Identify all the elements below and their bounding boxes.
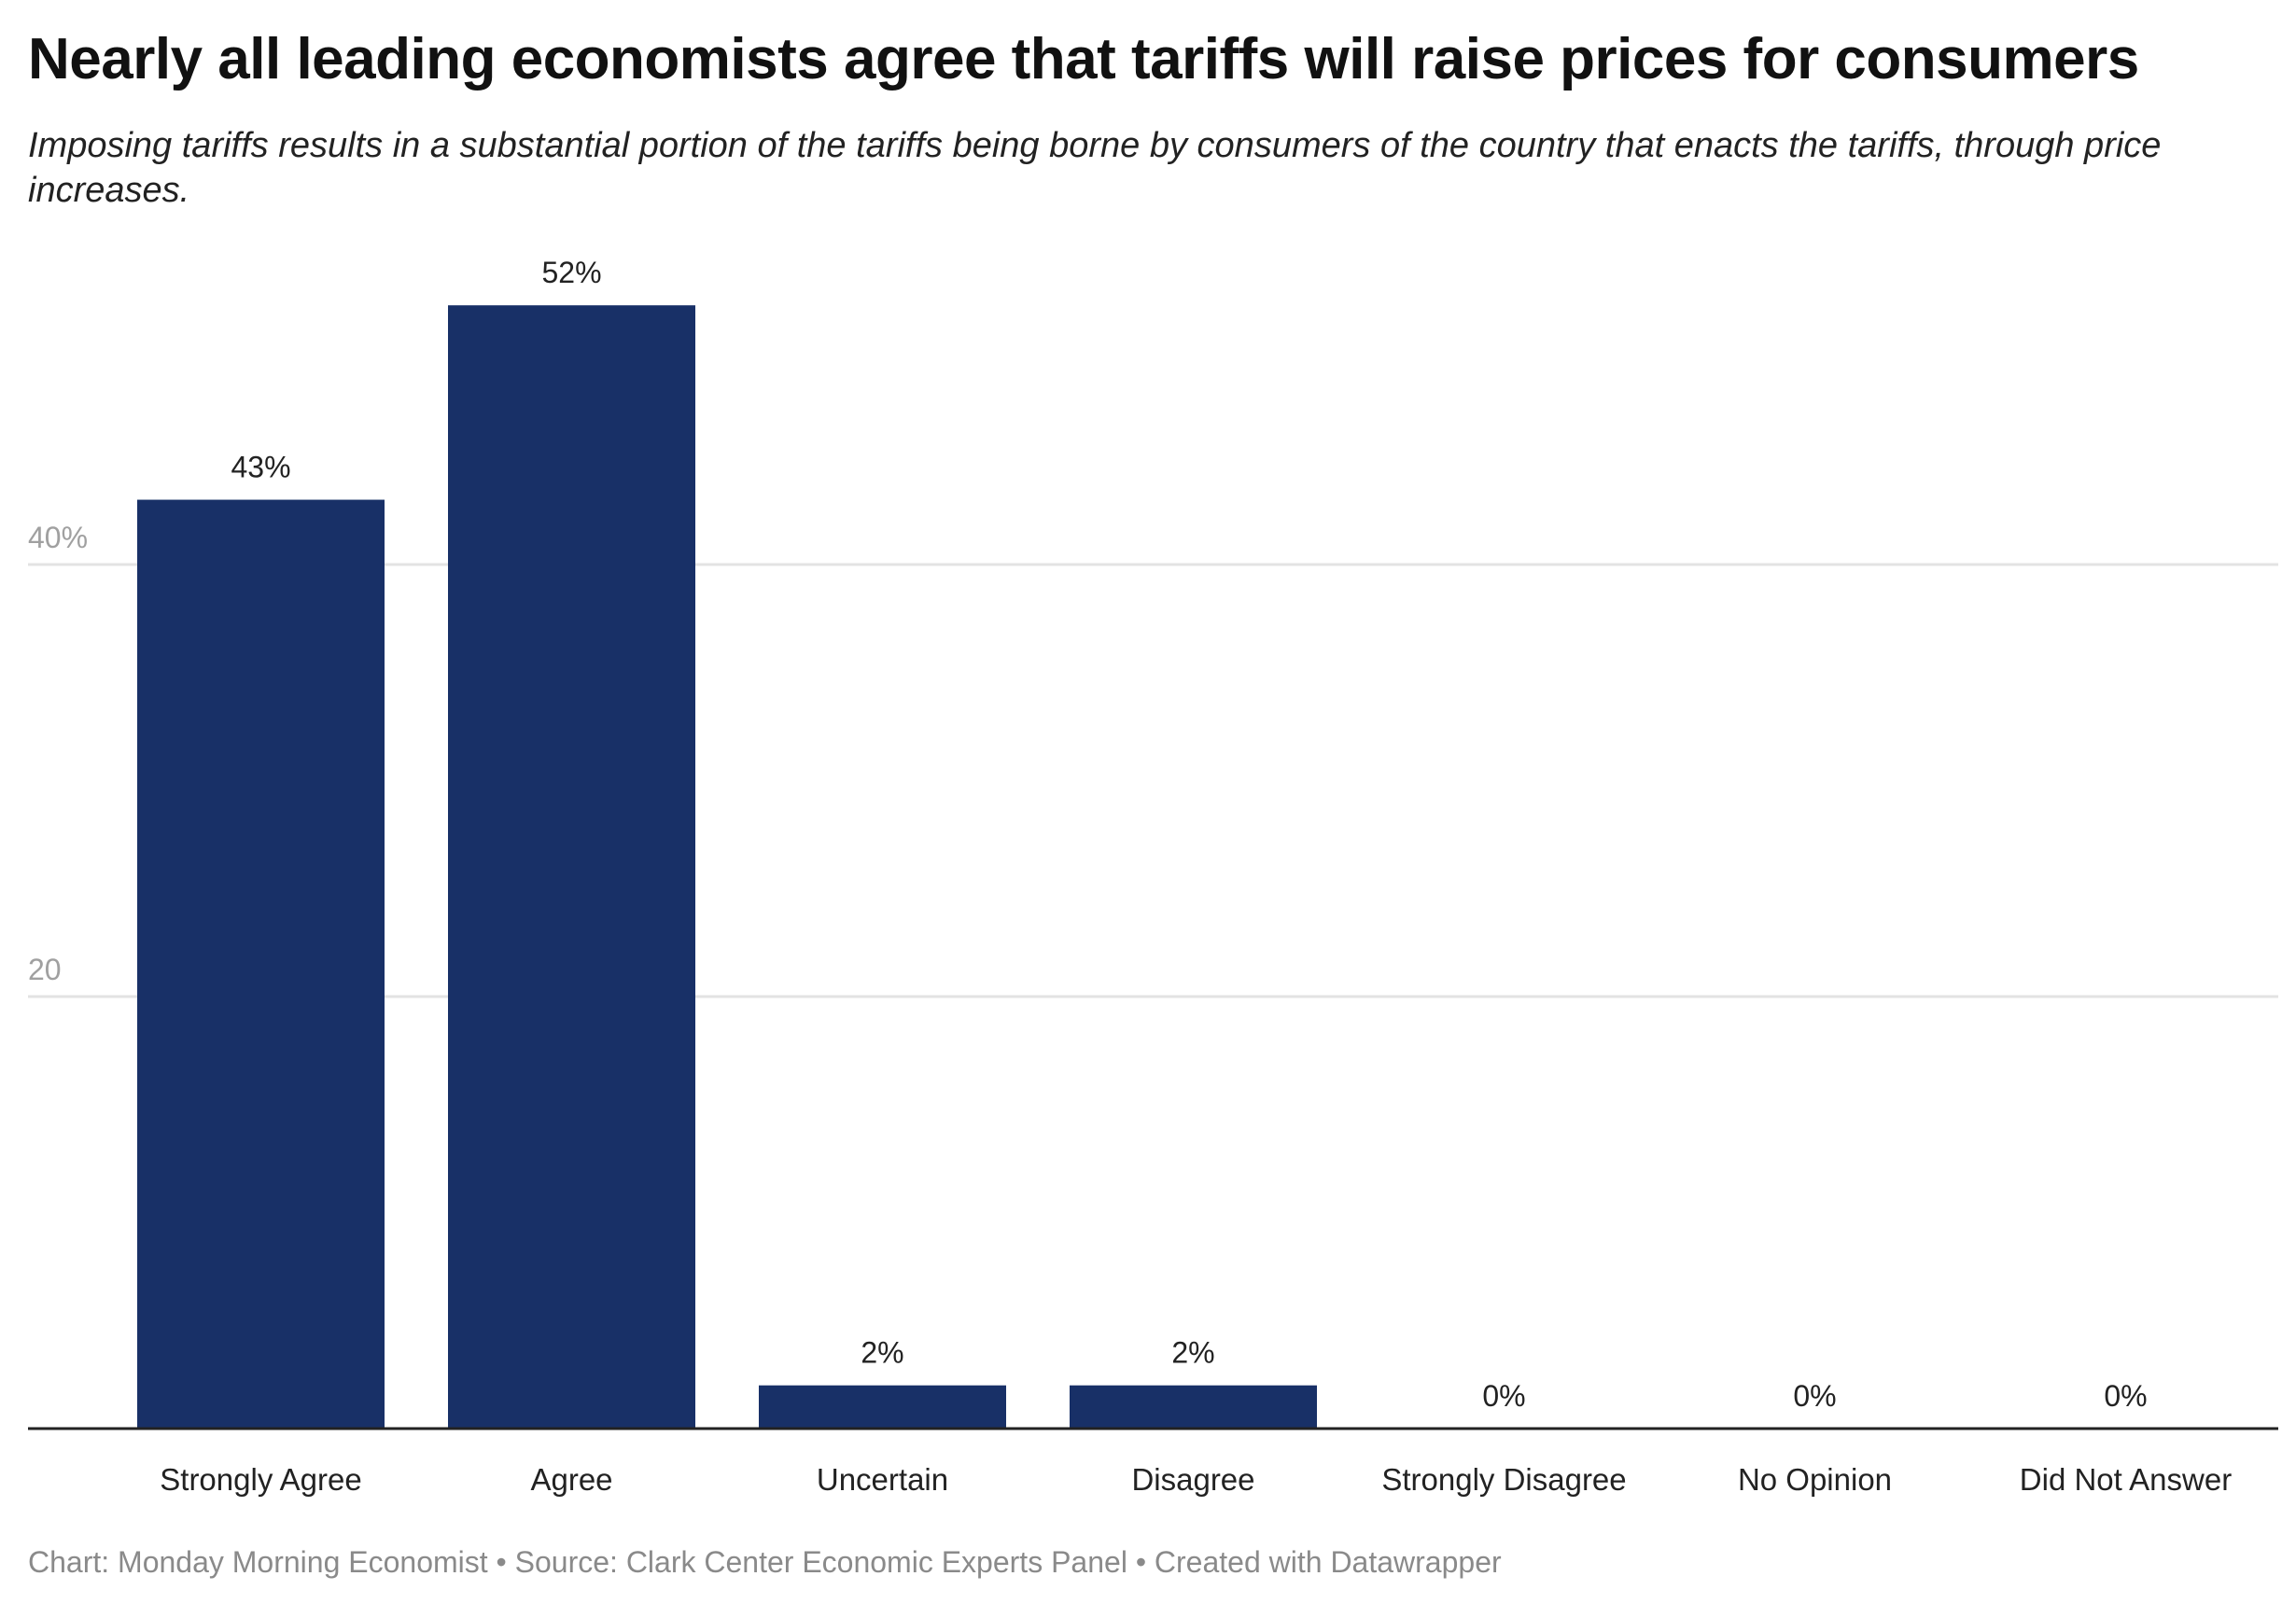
x-tick-label: Strongly Disagree — [1381, 1462, 1626, 1497]
x-tick-label: Strongly Agree — [160, 1462, 361, 1497]
chart-footer: Chart: Monday Morning Economist • Source… — [28, 1545, 1502, 1579]
bar — [759, 1385, 1006, 1429]
x-tick-label: Did Not Answer — [2020, 1462, 2232, 1497]
bar — [448, 305, 695, 1430]
bar — [1070, 1385, 1317, 1429]
data-label: 0% — [1793, 1379, 1836, 1413]
x-tick-label: Uncertain — [817, 1462, 948, 1497]
data-label: 2% — [1171, 1336, 1214, 1370]
data-label: 0% — [1482, 1379, 1525, 1413]
bar — [137, 499, 385, 1429]
data-label: 2% — [861, 1336, 903, 1370]
x-tick-label: No Opinion — [1738, 1462, 1892, 1497]
chart-title: Nearly all leading economists agree that… — [28, 27, 2139, 91]
y-tick-label: 40% — [28, 521, 88, 554]
x-tick-label: Agree — [530, 1462, 612, 1497]
data-label: 52% — [541, 256, 601, 289]
chart-subtitle: Imposing tariffs results in a substantia… — [28, 126, 2162, 210]
y-tick-label: 20 — [28, 953, 62, 986]
x-tick-label: Disagree — [1131, 1462, 1254, 1497]
data-label: 0% — [2104, 1379, 2147, 1413]
data-label: 43% — [231, 451, 290, 484]
